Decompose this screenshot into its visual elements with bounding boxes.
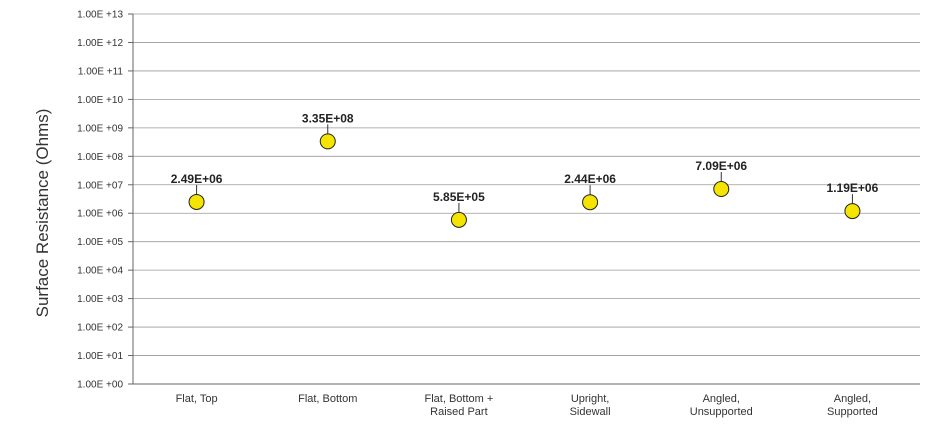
y-tick-label: 1.00E +07 xyxy=(77,180,123,191)
y-tick-label: 1.00E +11 xyxy=(78,66,124,77)
data-value-label: 2.49E+06 xyxy=(171,172,223,186)
data-value-label: 7.09E+06 xyxy=(695,159,747,173)
y-tick-label: 1.00E +05 xyxy=(77,237,123,248)
y-axis-title: Surface Resistance (Ohms) xyxy=(33,109,52,318)
data-point xyxy=(844,203,861,220)
data-value-label: 5.85E+05 xyxy=(433,190,485,204)
y-tick-label: 1.00E +08 xyxy=(77,152,123,163)
data-point xyxy=(582,194,599,211)
y-tick-label: 1.00E +01 xyxy=(77,351,123,362)
y-tick-label: 1.00E +06 xyxy=(77,209,123,220)
x-category-label: Angled, xyxy=(703,393,740,405)
y-tick-label: 1.00E +10 xyxy=(77,95,123,106)
data-point xyxy=(188,193,205,210)
x-category-label: Flat, Bottom + xyxy=(425,393,494,405)
data-value-label: 1.19E+06 xyxy=(827,181,879,195)
data-point xyxy=(713,181,730,198)
x-category-label: Supported xyxy=(827,406,878,418)
axes xyxy=(128,13,920,385)
y-tick-label: 1.00E +12 xyxy=(77,38,123,49)
y-tick-label: 1.00E +13 xyxy=(77,10,123,21)
data-value-label: 3.35E+08 xyxy=(302,111,354,125)
y-tick-label: 1.00E +04 xyxy=(77,266,123,277)
x-category-label: Flat, Top xyxy=(176,393,218,405)
y-tick-label: 1.00E +02 xyxy=(77,323,123,334)
data-point xyxy=(450,211,467,228)
x-category-label: Sidewall xyxy=(570,406,611,418)
gridlines xyxy=(133,13,920,356)
x-category-label: Flat, Bottom xyxy=(298,393,357,405)
data-point xyxy=(319,133,336,150)
data-value-label: 2.44E+06 xyxy=(564,172,616,186)
x-category-label: Raised Part xyxy=(430,406,487,418)
y-tick-label: 1.00E +00 xyxy=(77,380,123,391)
y-tick-labels: 1.00E +00 1.00E +01 1.00E +02 1.00E +03 1.00… xyxy=(77,10,123,391)
x-category-labels: Flat, Top Flat, Bottom Flat, Bottom +Raise… xyxy=(176,393,878,418)
x-category-label: Angled, xyxy=(834,393,871,405)
x-category-label: Unsupported xyxy=(690,406,753,418)
y-tick-label: 1.00E +03 xyxy=(77,294,123,305)
x-category-label: Upright, xyxy=(571,393,610,405)
y-tick-label: 1.00E +09 xyxy=(77,123,123,134)
data-points: 2.49E+06 3.35E+08 5.85E+05 2.44E+06 7.09E+06… xyxy=(171,111,879,228)
